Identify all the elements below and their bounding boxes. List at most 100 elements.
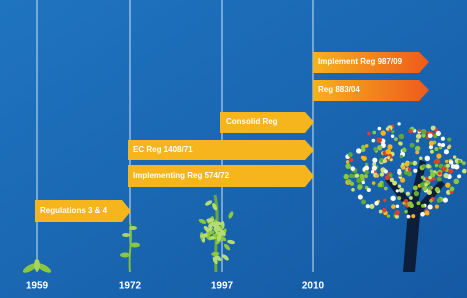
leaf (408, 129, 412, 133)
leaf (454, 179, 460, 185)
leaf (349, 174, 354, 179)
leaf (391, 135, 394, 138)
leaf (412, 161, 417, 166)
leaf (389, 174, 392, 177)
leaf (377, 137, 382, 142)
leaf (406, 192, 410, 196)
leaf (438, 172, 442, 176)
leaf (418, 129, 421, 132)
leaf (356, 178, 361, 183)
leaf (365, 170, 369, 174)
leaf (445, 183, 450, 188)
leaf (373, 147, 377, 151)
leaf (436, 131, 441, 136)
leaf (350, 166, 355, 171)
leaf (347, 179, 352, 184)
leaf (401, 166, 405, 170)
leaf (387, 214, 390, 217)
leaf (372, 181, 375, 184)
leaf (397, 169, 401, 173)
leaf (430, 150, 434, 154)
leaf (402, 148, 407, 153)
leaf (372, 165, 377, 170)
leaf (425, 210, 430, 215)
leaf (435, 187, 440, 192)
leaf (429, 141, 434, 146)
leaf (382, 208, 386, 212)
leaf (396, 204, 400, 208)
leaf (387, 144, 392, 149)
leaf (436, 154, 441, 159)
leaf (397, 196, 401, 200)
arrow-label: Consolid Reg (226, 117, 278, 126)
leaf (375, 174, 379, 178)
leaf (422, 164, 426, 168)
leaf (408, 168, 411, 171)
leaf (399, 134, 404, 139)
leaf (435, 205, 439, 209)
leaf (430, 172, 435, 177)
leaf (416, 139, 419, 142)
leaf (453, 155, 456, 158)
arrow-label: EC Reg 1408/71 (133, 145, 193, 154)
leaf (444, 149, 449, 154)
leaf (441, 137, 445, 141)
leaf (343, 174, 348, 179)
leaf (351, 188, 355, 192)
leaf (425, 177, 428, 180)
leaf (379, 210, 383, 214)
leaf (450, 187, 455, 192)
leaf (369, 204, 374, 209)
leaf (404, 210, 407, 213)
leaf (462, 161, 466, 165)
leaf (407, 215, 411, 219)
leaf (365, 144, 368, 147)
leaf (414, 191, 419, 196)
arrow-label: Regulations 3 & 4 (40, 206, 108, 215)
leaf (364, 174, 368, 178)
leaf (404, 199, 408, 203)
leaf (361, 145, 366, 150)
leaf (356, 148, 361, 153)
leaf (426, 164, 431, 169)
leaf (384, 169, 388, 173)
year-label: 2010 (302, 281, 325, 292)
leaf (458, 160, 461, 163)
leaf (454, 164, 459, 169)
leaf (391, 204, 396, 209)
leaf (367, 188, 371, 192)
leaf (413, 185, 418, 190)
leaf (348, 152, 353, 157)
leaf (437, 177, 441, 181)
leaf (420, 183, 425, 188)
leaf (359, 174, 364, 179)
leaf (372, 158, 377, 163)
leaf (429, 199, 432, 202)
leaf (381, 130, 386, 135)
leaf (390, 196, 395, 201)
leaf (447, 146, 451, 150)
leaf (413, 169, 417, 173)
leaf (448, 169, 453, 174)
leaf (358, 195, 363, 200)
leaf (357, 185, 362, 190)
leaf (421, 204, 425, 208)
year-label: 1959 (26, 281, 49, 292)
leaf (416, 134, 421, 139)
leaf (391, 130, 394, 133)
leaf (362, 156, 367, 161)
leaf (415, 146, 420, 151)
leaf (438, 143, 442, 147)
leaf (372, 131, 376, 135)
leaf (457, 174, 461, 178)
leaf (361, 200, 366, 205)
leaf (427, 190, 432, 195)
leaf (345, 163, 351, 169)
leaf (449, 160, 453, 164)
leaf (462, 169, 467, 174)
leaf (410, 161, 413, 164)
year-label: 1997 (211, 281, 234, 292)
leaf (405, 162, 410, 167)
leaf (367, 132, 370, 135)
leaf (409, 196, 413, 200)
